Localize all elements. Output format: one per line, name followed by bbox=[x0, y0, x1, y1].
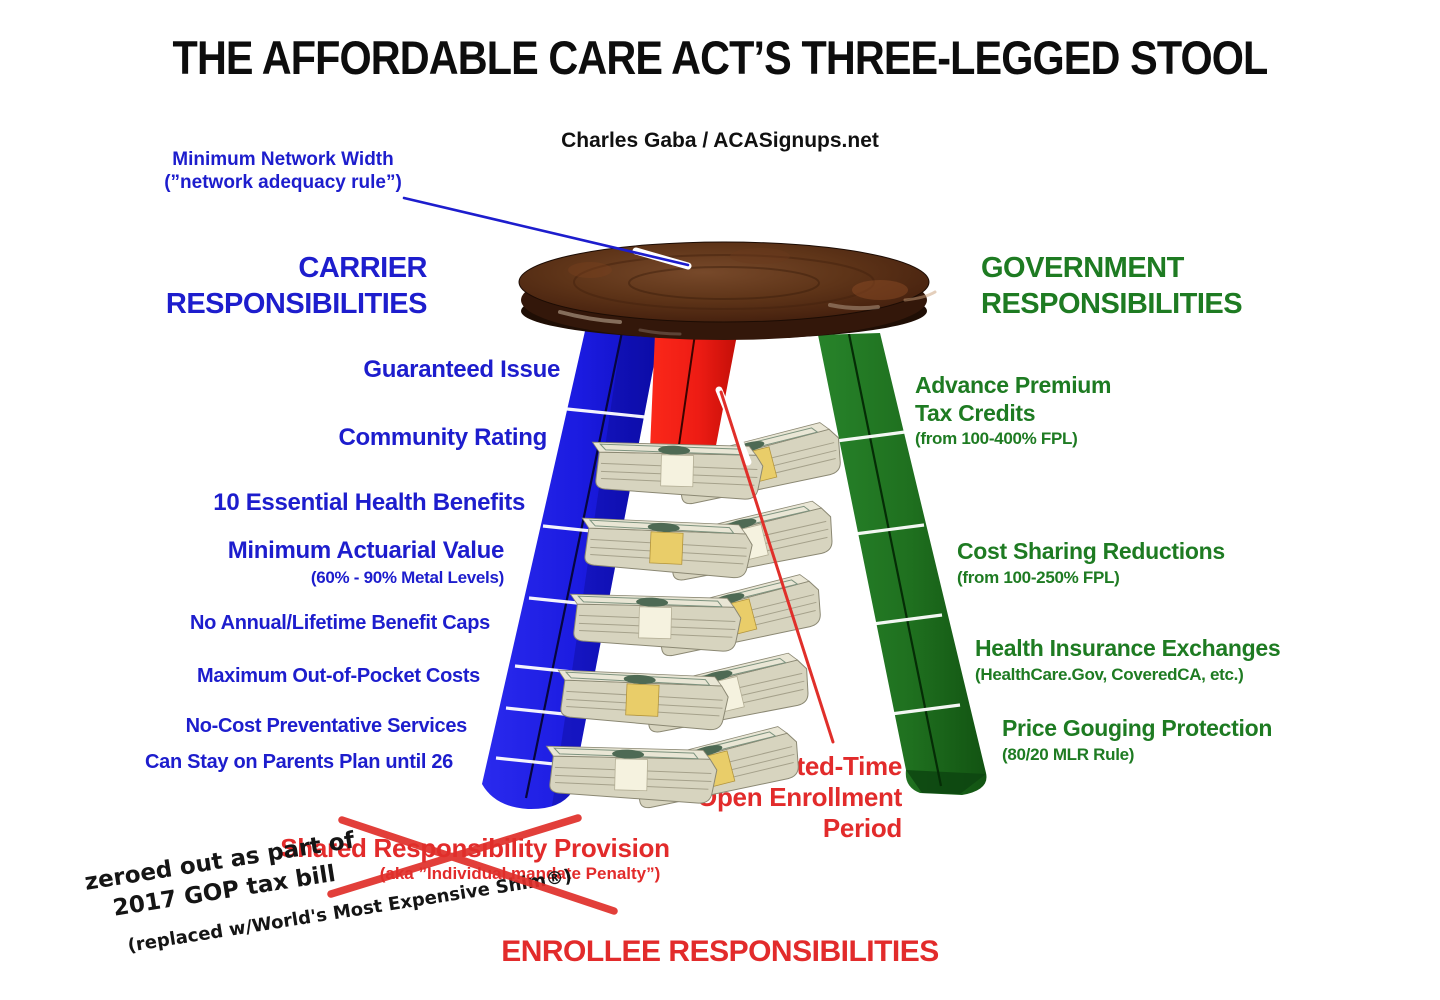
government-item-cost-sharing-reductions: Cost Sharing Reductions (from 100-250% F… bbox=[957, 538, 1225, 588]
aptc-line1: Advance Premium bbox=[915, 372, 1112, 398]
carrier-heading-line1: CARRIER bbox=[298, 252, 427, 284]
oep-line2: Open Enrollment bbox=[697, 782, 902, 813]
oep-line3: Period bbox=[822, 813, 902, 844]
carrier-heading-line2: RESPONSIBILITIES bbox=[165, 287, 428, 320]
carrier-item-guaranteed-issue: Guaranteed Issue bbox=[363, 356, 560, 383]
enrollment-pointer-line bbox=[715, 386, 835, 744]
aptc-sub: (from 100-400% FPL) bbox=[915, 429, 1078, 449]
carrier-item-community-rating: Community Rating bbox=[338, 424, 547, 451]
pgp-sub: (80/20 MLR Rule) bbox=[1002, 744, 1135, 764]
enrollee-heading: ENROLLEE RESPONSIBILITIES bbox=[501, 935, 939, 968]
enrollee-leg bbox=[649, 333, 737, 456]
carrier-item-essential-health-benefits: 10 Essential Health Benefits bbox=[213, 489, 525, 516]
hie-sub: (HealthCare.Gov, CoveredCA, etc.) bbox=[975, 664, 1244, 684]
stool-seat bbox=[518, 241, 937, 340]
network-pointer-line bbox=[402, 196, 692, 270]
carrier-item-max-out-of-pocket: Maximum Out-of-Pocket Costs bbox=[196, 665, 480, 687]
carrier-item-minimum-actuarial-value: Minimum Actuarial Value (60% - 90% Metal… bbox=[227, 537, 505, 588]
government-heading-line2: RESPONSIBILITIES bbox=[981, 287, 1243, 320]
carrier-leg bbox=[482, 331, 660, 810]
government-item-price-gouging-protection: Price Gouging Protection (80/20 MLR Rule… bbox=[1002, 715, 1272, 765]
carrier-heading: CARRIER RESPONSIBILITIES bbox=[125, 251, 428, 323]
csr-label: Cost Sharing Reductions bbox=[957, 538, 1225, 564]
csr-sub: (from 100-250% FPL) bbox=[957, 567, 1120, 587]
network-note-line2: (”network adequacy rule”) bbox=[164, 172, 402, 194]
aptc-line2: Tax Credits bbox=[915, 399, 1036, 426]
oep-line1: Limited-Time bbox=[744, 751, 902, 781]
credit-line: Charles Gaba / ACASignups.net bbox=[561, 129, 879, 152]
hie-label: Health Insurance Exchanges bbox=[975, 635, 1281, 661]
government-heading-line1: GOVERNMENT bbox=[981, 252, 1184, 284]
pgp-label: Price Gouging Protection bbox=[1002, 715, 1273, 741]
government-item-health-insurance-exchanges: Health Insurance Exchanges (HealthCare.G… bbox=[975, 635, 1281, 685]
network-note-line1: Minimum Network Width bbox=[172, 149, 394, 170]
carrier-item-minimum-actuarial-value-sub: (60% - 90% Metal Levels) bbox=[310, 568, 504, 587]
government-item-advance-premium-tax-credits: Advance Premium Tax Credits (from 100-40… bbox=[915, 372, 1112, 450]
carrier-item-parents-plan-26: Can Stay on Parents Plan until 26 bbox=[145, 751, 453, 773]
network-width-note: Minimum Network Width (”network adequacy… bbox=[133, 148, 433, 194]
page-title: THE AFFORDABLE CARE ACT’S THREE-LEGGED S… bbox=[172, 31, 1269, 84]
enrollee-item-open-enrollment: Limited-Time Open Enrollment Period bbox=[642, 751, 902, 845]
carrier-item-no-cost-preventative: No-Cost Preventative Services bbox=[185, 715, 468, 737]
carrier-item-minimum-actuarial-value-label: Minimum Actuarial Value bbox=[227, 537, 505, 564]
government-heading: GOVERNMENT RESPONSIBILITIES bbox=[981, 251, 1243, 323]
carrier-item-no-benefit-caps: No Annual/Lifetime Benefit Caps bbox=[190, 612, 490, 634]
